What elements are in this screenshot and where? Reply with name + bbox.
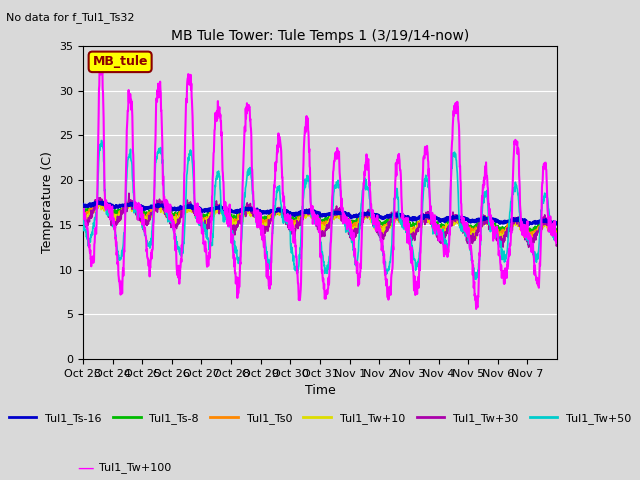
Text: MB_tule: MB_tule xyxy=(92,55,148,68)
X-axis label: Time: Time xyxy=(305,384,335,397)
Y-axis label: Temperature (C): Temperature (C) xyxy=(40,152,54,253)
Text: —: — xyxy=(77,459,93,477)
Text: No data for f_Tul1_Ts32: No data for f_Tul1_Ts32 xyxy=(6,12,135,23)
Text: Tul1_Tw+100: Tul1_Tw+100 xyxy=(99,463,172,473)
Legend: Tul1_Ts-16, Tul1_Ts-8, Tul1_Ts0, Tul1_Tw+10, Tul1_Tw+30, Tul1_Tw+50: Tul1_Ts-16, Tul1_Ts-8, Tul1_Ts0, Tul1_Tw… xyxy=(4,408,636,428)
Title: MB Tule Tower: Tule Temps 1 (3/19/14-now): MB Tule Tower: Tule Temps 1 (3/19/14-now… xyxy=(171,29,469,43)
